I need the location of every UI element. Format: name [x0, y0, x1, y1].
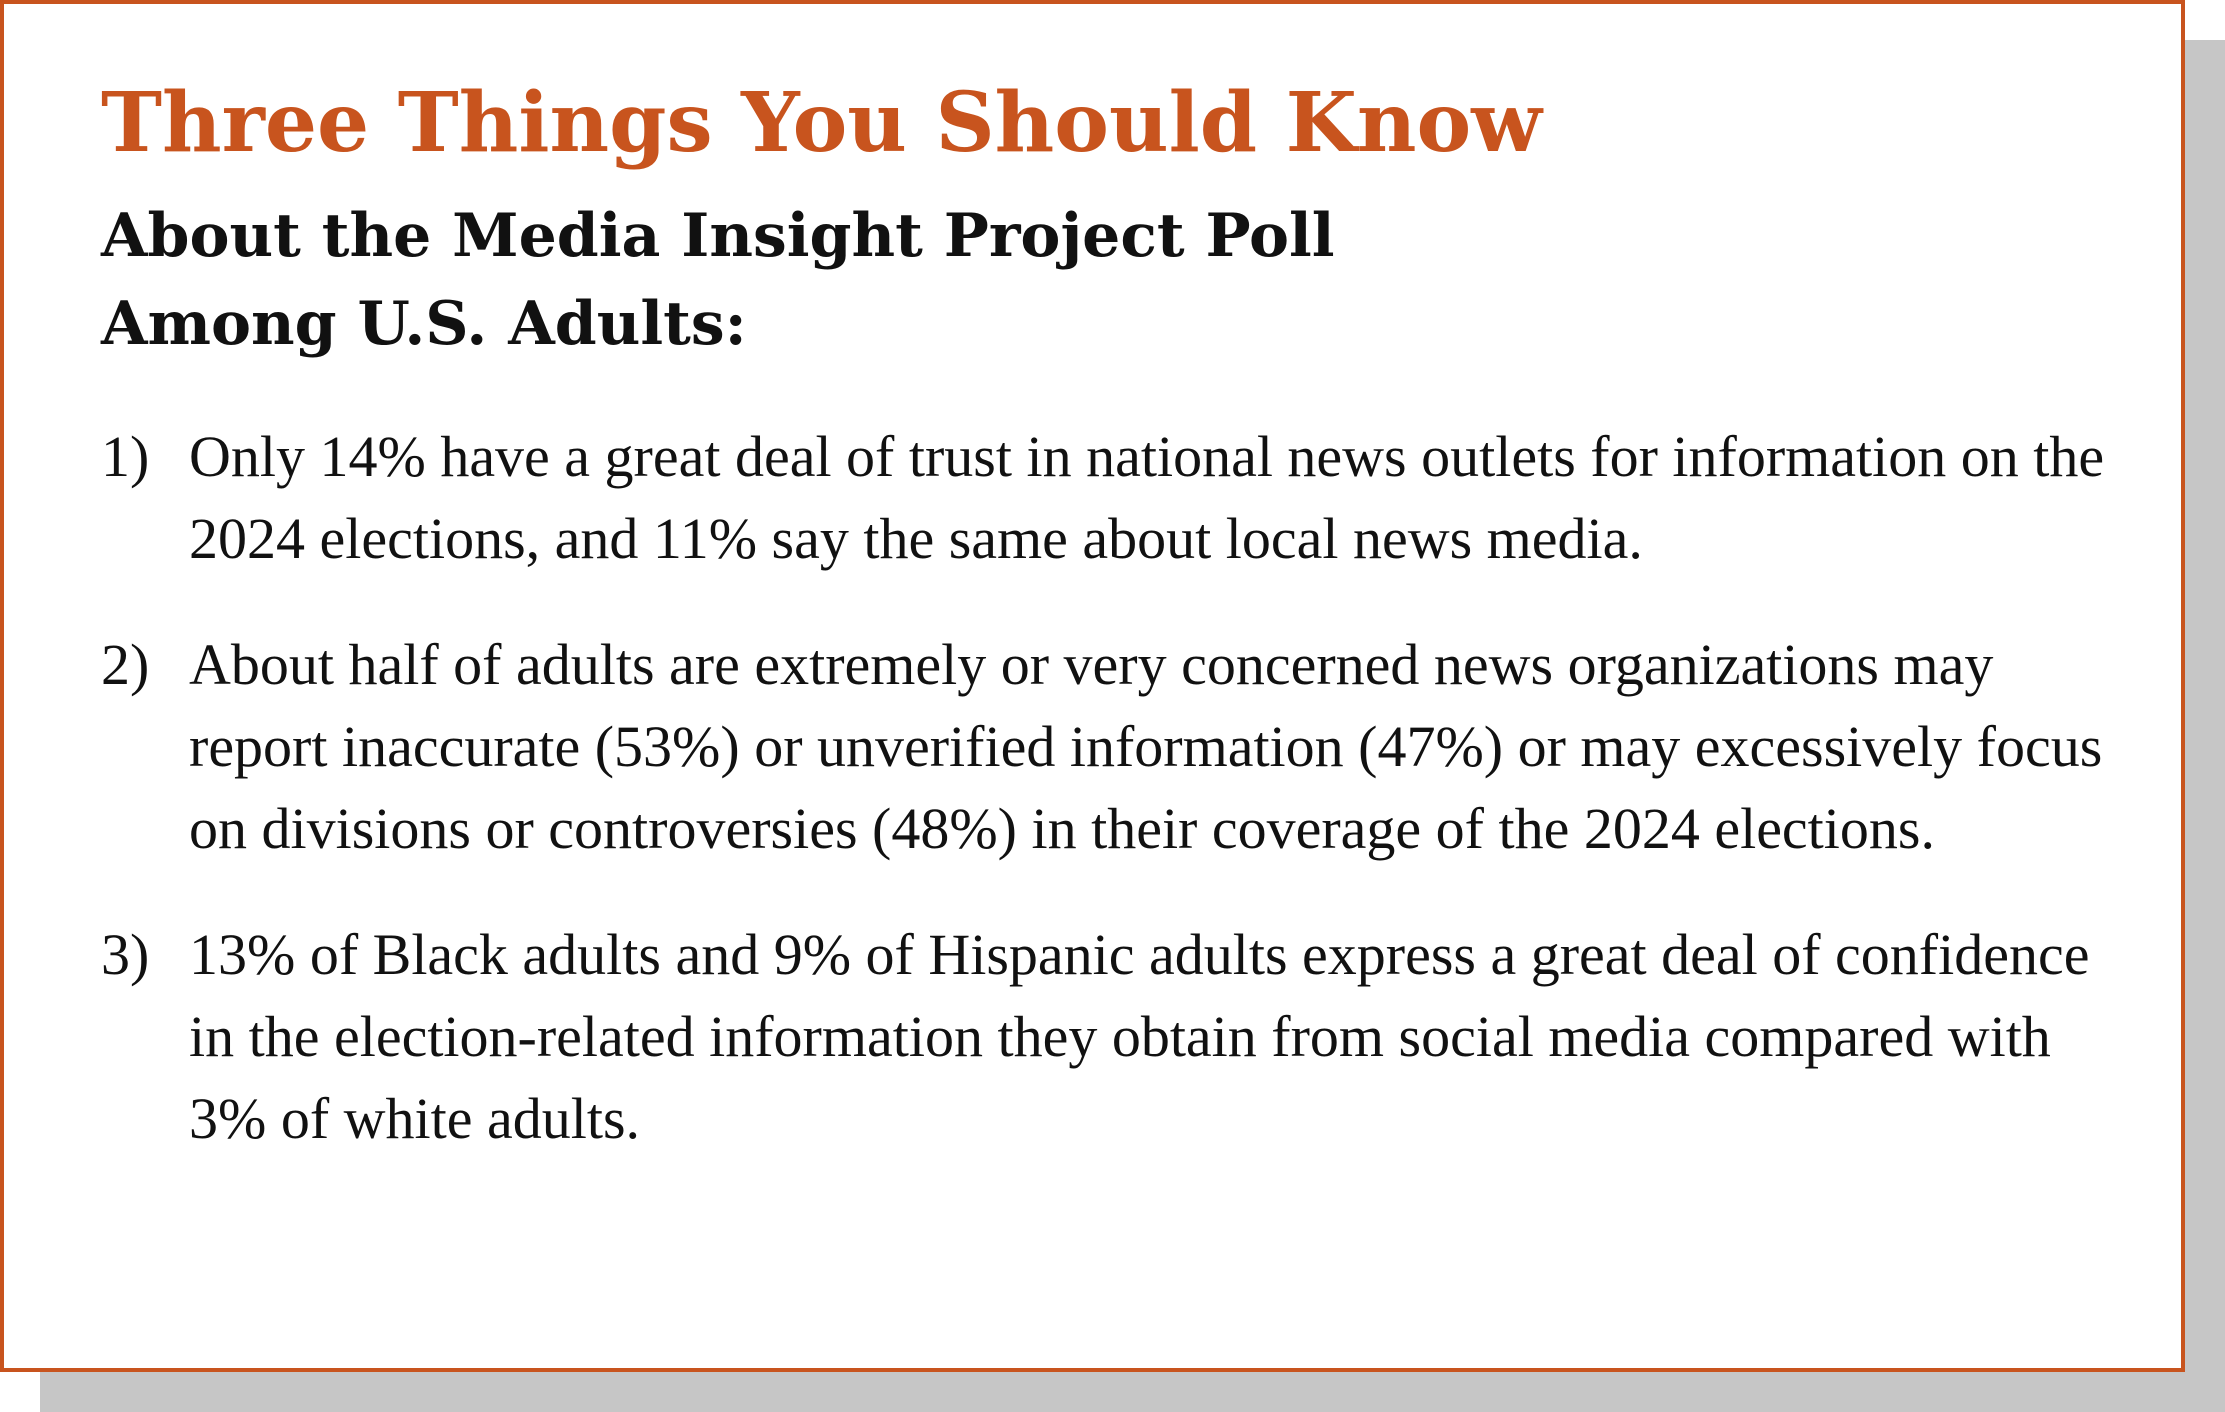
- finding-number: 3): [101, 922, 150, 987]
- finding-item: 2) About half of adults are extremely or…: [101, 624, 2141, 870]
- subtitle-line-1: About the Media Insight Project Poll: [101, 201, 1335, 271]
- finding-number: 2): [101, 632, 150, 697]
- finding-item: 3) 13% of Black adults and 9% of Hispani…: [101, 914, 2141, 1160]
- subtitle-line-2: Among U.S. Adults:: [101, 289, 747, 359]
- finding-text: 13% of Black adults and 9% of Hispanic a…: [189, 922, 2090, 1151]
- card-subtitle: About the Media Insight Project Poll Amo…: [101, 192, 1335, 368]
- finding-text: About half of adults are extremely or ve…: [189, 632, 2103, 861]
- findings-list: 1) Only 14% have a great deal of trust i…: [101, 416, 2141, 1204]
- finding-text: Only 14% have a great deal of trust in n…: [189, 424, 2105, 571]
- finding-item: 1) Only 14% have a great deal of trust i…: [101, 416, 2141, 580]
- finding-number: 1): [101, 424, 150, 489]
- info-card: Three Things You Should Know About the M…: [0, 0, 2185, 1372]
- card-title: Three Things You Should Know: [101, 75, 1542, 171]
